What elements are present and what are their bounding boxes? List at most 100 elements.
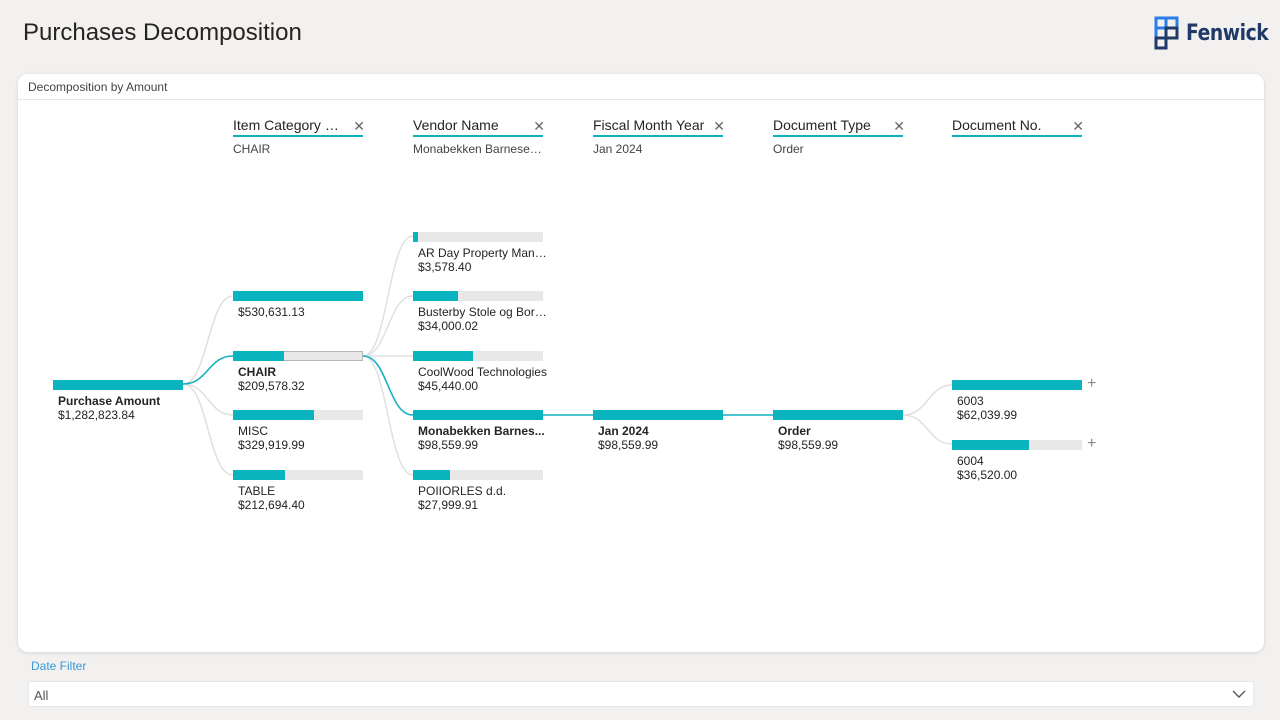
node-value: $98,559.99 <box>418 438 479 452</box>
level-header-label: Vendor Name <box>413 117 499 133</box>
level-header-underline <box>773 135 903 137</box>
fenwick-logo-text: Fenwick <box>1186 20 1269 46</box>
node-label: 6004 <box>957 454 984 468</box>
node-label: Order <box>778 424 811 438</box>
remove-level-icon[interactable]: ✕ <box>713 118 725 134</box>
node-label: CoolWood Technologies <box>418 365 547 379</box>
node-value: $27,999.91 <box>418 498 479 512</box>
remove-level-icon[interactable]: ✕ <box>1072 118 1084 134</box>
node-label: POIIORLES d.d. <box>418 484 507 498</box>
date-filter-dropdown[interactable]: All <box>28 681 1254 707</box>
root-node[interactable]: Purchase Amount $1,282,823.84 <box>53 380 191 422</box>
chevron-down-icon[interactable] <box>1229 684 1249 704</box>
node-value: $45,440.00 <box>418 379 479 393</box>
node-bar-fill <box>233 410 314 420</box>
node-label: 6003 <box>957 394 984 408</box>
node-value: $329,919.99 <box>238 438 305 452</box>
tree-connectors <box>182 235 953 476</box>
level-header-item-category[interactable]: Item Category C... ✕ CHAIR <box>233 117 365 156</box>
node-label: Busterby Stole og Bord... <box>418 305 551 319</box>
page-title: Purchases Decomposition <box>23 19 302 46</box>
node-value: $36,520.00 <box>957 468 1018 482</box>
node-value: $98,559.99 <box>778 438 839 452</box>
node-bar-fill <box>593 410 723 420</box>
level-header-underline <box>952 135 1082 137</box>
node-bar <box>233 470 363 480</box>
remove-level-icon[interactable]: ✕ <box>893 118 905 134</box>
node-bar-fill <box>233 470 285 480</box>
document-node[interactable]: 6004 $36,520.00 <box>952 440 1090 482</box>
node-value: $209,578.32 <box>238 379 305 393</box>
node-label: MISC <box>238 424 268 438</box>
node-value: $62,039.99 <box>957 408 1018 422</box>
node-label: Jan 2024 <box>598 424 649 438</box>
vendor-node-selected[interactable]: Monabekken Barnes... $98,559.99 <box>413 410 551 452</box>
vendor-node[interactable]: Busterby Stole og Bord... $34,000.02 <box>413 291 551 333</box>
vendor-node[interactable]: AR Day Property Mana... $3,578.40 <box>413 232 551 274</box>
expand-plus-icon[interactable]: + <box>1087 375 1097 392</box>
level-selected-value: Jan 2024 <box>593 142 643 156</box>
node-bar-fill <box>413 291 458 301</box>
root-bar <box>53 380 183 390</box>
category-node[interactable]: $530,631.13 <box>233 291 371 319</box>
node-bar <box>773 410 903 420</box>
visual-divider <box>18 99 1264 100</box>
level-header-underline <box>233 135 363 137</box>
node-bar-fill <box>773 410 903 420</box>
doc-type-node-selected[interactable]: Order $98,559.99 <box>773 410 911 452</box>
fenwick-logo-icon <box>1154 16 1179 50</box>
node-bar <box>413 351 543 361</box>
vendor-node[interactable]: CoolWood Technologies $45,440.00 <box>413 351 551 393</box>
node-value: $530,631.13 <box>238 305 305 319</box>
document-node[interactable]: 6003 $62,039.99 <box>952 380 1090 422</box>
vendor-node[interactable]: POIIORLES d.d. $27,999.91 <box>413 470 551 512</box>
node-bar <box>952 380 1082 390</box>
level-header-label: Item Category C... <box>233 117 345 133</box>
node-bar <box>593 410 723 420</box>
fenwick-logo: Fenwick <box>1154 16 1280 50</box>
level-header-document-no[interactable]: Document No. ✕ <box>952 117 1084 142</box>
level-header-document-type[interactable]: Document Type ✕ Order <box>773 117 905 156</box>
expand-plus-icon[interactable]: + <box>1087 435 1097 452</box>
category-node[interactable]: MISC $329,919.99 <box>233 410 371 452</box>
node-bar-fill <box>233 291 363 301</box>
level-selected-value: Order <box>773 142 804 156</box>
level-selected-value: CHAIR <box>233 142 271 156</box>
remove-level-icon[interactable]: ✕ <box>533 118 545 134</box>
level-header-label: Document Type <box>773 117 871 133</box>
node-bar <box>233 410 363 420</box>
level-header-label: Fiscal Month Year <box>593 117 705 133</box>
category-node[interactable]: TABLE $212,694.40 <box>233 470 371 512</box>
node-bar <box>233 351 363 361</box>
node-value: $212,694.40 <box>238 498 305 512</box>
decomposition-tree-visual[interactable]: Decomposition by Amount Item Category C.… <box>18 74 1264 652</box>
node-bar <box>413 410 543 420</box>
level-header-underline <box>593 135 723 137</box>
node-label: Purchase Amount <box>58 394 161 408</box>
remove-level-icon[interactable]: ✕ <box>353 118 365 134</box>
node-bar-fill <box>233 351 284 361</box>
node-bar-fill <box>413 351 473 361</box>
node-bar-fill <box>413 232 418 242</box>
level-selected-value: Monabekken Barnesen... <box>413 142 543 156</box>
node-bar-fill <box>413 470 450 480</box>
node-label: TABLE <box>238 484 276 498</box>
node-bar <box>233 291 363 301</box>
node-bar-fill <box>413 410 543 420</box>
level-header-fiscal-month-year[interactable]: Fiscal Month Year ✕ Jan 2024 <box>593 117 725 156</box>
level-header-vendor-name[interactable]: Vendor Name ✕ Monabekken Barnesen... <box>413 117 545 156</box>
node-value: $3,578.40 <box>418 260 472 274</box>
node-bar <box>413 232 543 242</box>
node-label: CHAIR <box>238 365 276 379</box>
node-bar-fill <box>952 440 1029 450</box>
month-node-selected[interactable]: Jan 2024 $98,559.99 <box>593 410 731 452</box>
date-filter-label: Date Filter <box>31 659 87 673</box>
node-label: AR Day Property Mana... <box>418 246 551 260</box>
node-value: $34,000.02 <box>418 319 479 333</box>
node-bar-fill <box>952 380 1082 390</box>
category-node-selected[interactable]: CHAIR $209,578.32 <box>233 351 371 393</box>
visual-title: Decomposition by Amount <box>28 80 168 94</box>
node-value: $1,282,823.84 <box>58 408 135 422</box>
node-label: Monabekken Barnes... <box>418 424 545 438</box>
node-bar <box>413 291 543 301</box>
